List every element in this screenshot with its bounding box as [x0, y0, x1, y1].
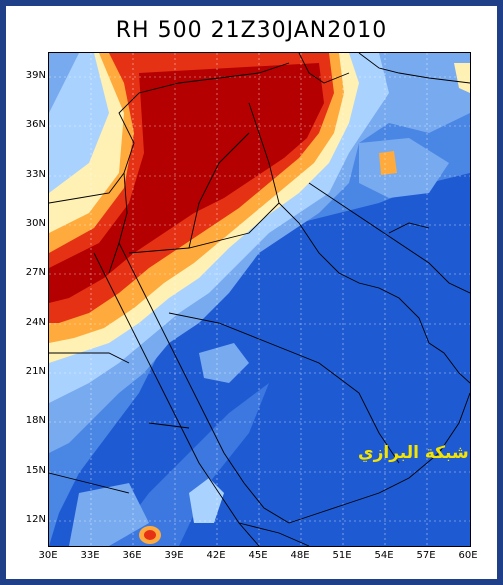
x-tick-label: 36E: [122, 550, 142, 561]
x-tick-label: 54E: [374, 550, 394, 561]
map-frame: RH 500 21Z30JAN2010: [6, 6, 497, 579]
y-tick-label: 12N: [25, 514, 46, 525]
map-title: RH 500 21Z30JAN2010: [115, 18, 388, 43]
y-tick-label: 24N: [25, 317, 46, 328]
x-tick-label: 48E: [290, 550, 310, 561]
watermark-text: شبكة البرازي: [358, 443, 469, 463]
x-tick-label: 51E: [332, 550, 352, 561]
y-tick-label: 21N: [25, 366, 46, 377]
y-tick-label: 30N: [25, 218, 46, 229]
humidity-map-canvas: [49, 53, 470, 546]
y-tick-label: 15N: [25, 465, 46, 476]
x-tick-label: 42E: [206, 550, 226, 561]
medium-humidity-region: [109, 383, 269, 546]
y-tick-label: 27N: [25, 267, 46, 278]
graticule: [49, 53, 470, 546]
y-tick-label: 18N: [25, 415, 46, 426]
y-tick-label: 39N: [25, 70, 46, 81]
x-tick-label: 45E: [248, 550, 268, 561]
y-tick-label: 33N: [25, 169, 46, 180]
coastlines: [49, 53, 470, 546]
humidity-map: [48, 52, 471, 547]
x-tick-label: 57E: [416, 550, 436, 561]
moist-region: [199, 343, 249, 383]
y-tick-label: 36N: [25, 119, 46, 130]
x-tick-label: 60E: [458, 550, 478, 561]
humid-mid-region: [379, 151, 397, 175]
x-tick-label: 39E: [164, 550, 184, 561]
x-tick-label: 33E: [80, 550, 100, 561]
very-moist-region: [189, 478, 224, 523]
moist-region: [69, 483, 149, 546]
x-tick-label: 30E: [38, 550, 58, 561]
humid-spot-core: [144, 530, 156, 540]
humid-low-region: [454, 63, 470, 93]
